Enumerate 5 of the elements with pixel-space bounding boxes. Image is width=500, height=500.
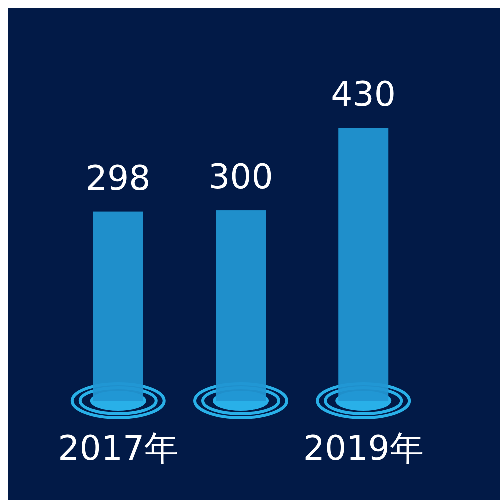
data-label: 300 [208,158,274,198]
x-tick-label: 2019年 [303,429,424,469]
x-tick-label: 2017年 [58,429,179,469]
data-label: 298 [86,158,151,199]
data-label: 430 [331,75,396,115]
